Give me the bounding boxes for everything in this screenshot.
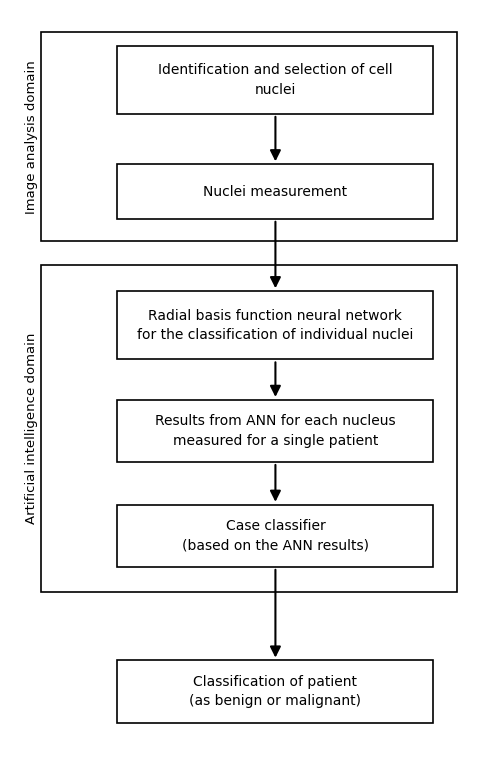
Bar: [117, 660, 433, 723]
Text: Case classifier
(based on the ANN results): Case classifier (based on the ANN result…: [182, 519, 369, 553]
Text: Image analysis domain: Image analysis domain: [24, 60, 38, 214]
Bar: [117, 46, 433, 114]
Text: Identification and selection of cell
nuclei: Identification and selection of cell nuc…: [158, 63, 393, 97]
Bar: [41, 265, 457, 592]
Text: Artificial intelligence domain: Artificial intelligence domain: [24, 333, 38, 524]
Bar: [117, 164, 433, 219]
Text: Nuclei measurement: Nuclei measurement: [204, 185, 347, 198]
Text: Radial basis function neural network
for the classification of individual nuclei: Radial basis function neural network for…: [137, 309, 413, 342]
Bar: [117, 400, 433, 462]
Text: Results from ANN for each nucleus
measured for a single patient: Results from ANN for each nucleus measur…: [155, 414, 396, 448]
Bar: [117, 505, 433, 567]
Bar: [41, 33, 457, 242]
Text: Classification of patient
(as benign or malignant): Classification of patient (as benign or …: [189, 675, 362, 708]
Bar: [117, 291, 433, 359]
